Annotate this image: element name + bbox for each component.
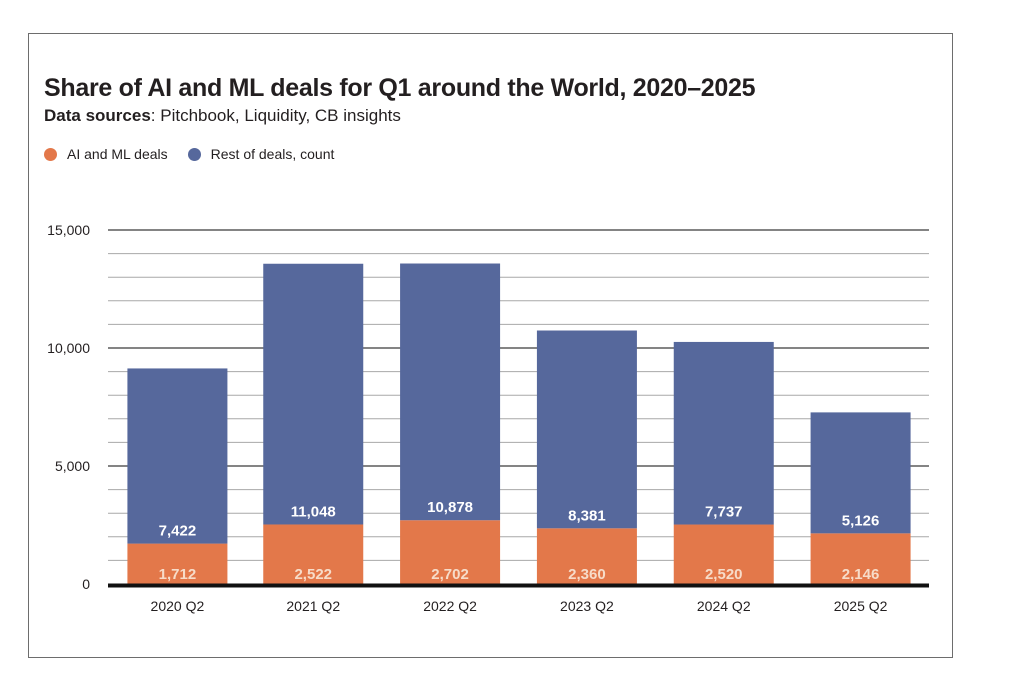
gridlines: [108, 229, 929, 561]
bar-ai-ml: [400, 520, 501, 584]
bar-ai-ml: [127, 543, 228, 584]
legend: AI and ML deals Rest of deals, count: [44, 146, 354, 162]
legend-swatch-ai-ml: [44, 147, 57, 161]
x-tick-label: 2021 Q2: [286, 598, 340, 614]
data-label-ai-ml: 2,360: [568, 566, 606, 583]
bar-rest: [536, 330, 637, 529]
y-tick-label: 5,000: [55, 458, 90, 474]
bar-rest: [673, 341, 774, 525]
data-label-rest: 7,422: [159, 523, 197, 540]
data-label-rest: 8,381: [568, 507, 606, 524]
bar-rest: [127, 368, 228, 544]
bars: 1,712 7,422 2,522 11,048 2,702 10,878 2,360 8,3…: [127, 263, 911, 584]
data-label-ai-ml: 2,522: [294, 566, 332, 583]
x-tick-label: 2020 Q2: [151, 598, 205, 614]
x-tick-label: 2025 Q2: [834, 598, 888, 614]
data-label-ai-ml: 2,520: [705, 566, 743, 583]
bar-rest: [810, 412, 911, 534]
data-label-ai-ml: 1,712: [159, 566, 197, 583]
legend-swatch-rest: [187, 147, 201, 161]
data-label-ai-ml: 2,146: [842, 566, 880, 583]
y-tick-label: 10,000: [47, 340, 90, 356]
data-label-rest: 10,878: [427, 499, 473, 516]
legend-label-rest: Rest of deals, count: [210, 146, 335, 162]
y-axis-ticks: 0 5,000 10,000 15,000: [47, 222, 90, 592]
data-label-rest: 7,737: [705, 504, 743, 521]
legend-item-rest: Rest of deals, count: [187, 146, 335, 162]
y-tick-label: 0: [82, 576, 90, 592]
x-axis-labels: 2020 Q2 2021 Q2 2022 Q2 2023 Q2 2024 Q2 2025 …: [151, 598, 888, 614]
bar-ai-ml: [673, 524, 774, 584]
subtitle-label: Data sources: [44, 106, 151, 125]
data-label-rest: 5,126: [842, 512, 880, 529]
bar-ai-ml: [810, 533, 911, 584]
x-tick-label: 2022 Q2: [423, 598, 477, 614]
legend-label-ai-ml: AI and ML deals: [67, 146, 168, 162]
x-tick-label: 2023 Q2: [560, 598, 614, 614]
bar-rest: [400, 263, 501, 521]
x-tick-label: 2024 Q2: [697, 598, 751, 614]
bar-rest: [263, 263, 364, 525]
bar-ai-ml: [536, 528, 637, 584]
y-tick-label: 15,000: [47, 222, 90, 238]
subtitle-sources: : Pitchbook, Liquidity, CB insights: [150, 106, 401, 125]
bar-ai-ml: [263, 524, 364, 584]
chart-title: Share of AI and ML deals for Q1 around t…: [44, 74, 756, 102]
data-label-rest: 11,048: [291, 503, 336, 520]
data-label-ai-ml: 2,702: [431, 566, 469, 583]
chart-subtitle: Data sources: Pitchbook, Liquidity, CB i…: [44, 106, 401, 126]
legend-item-ai-ml: AI and ML deals: [44, 146, 168, 162]
